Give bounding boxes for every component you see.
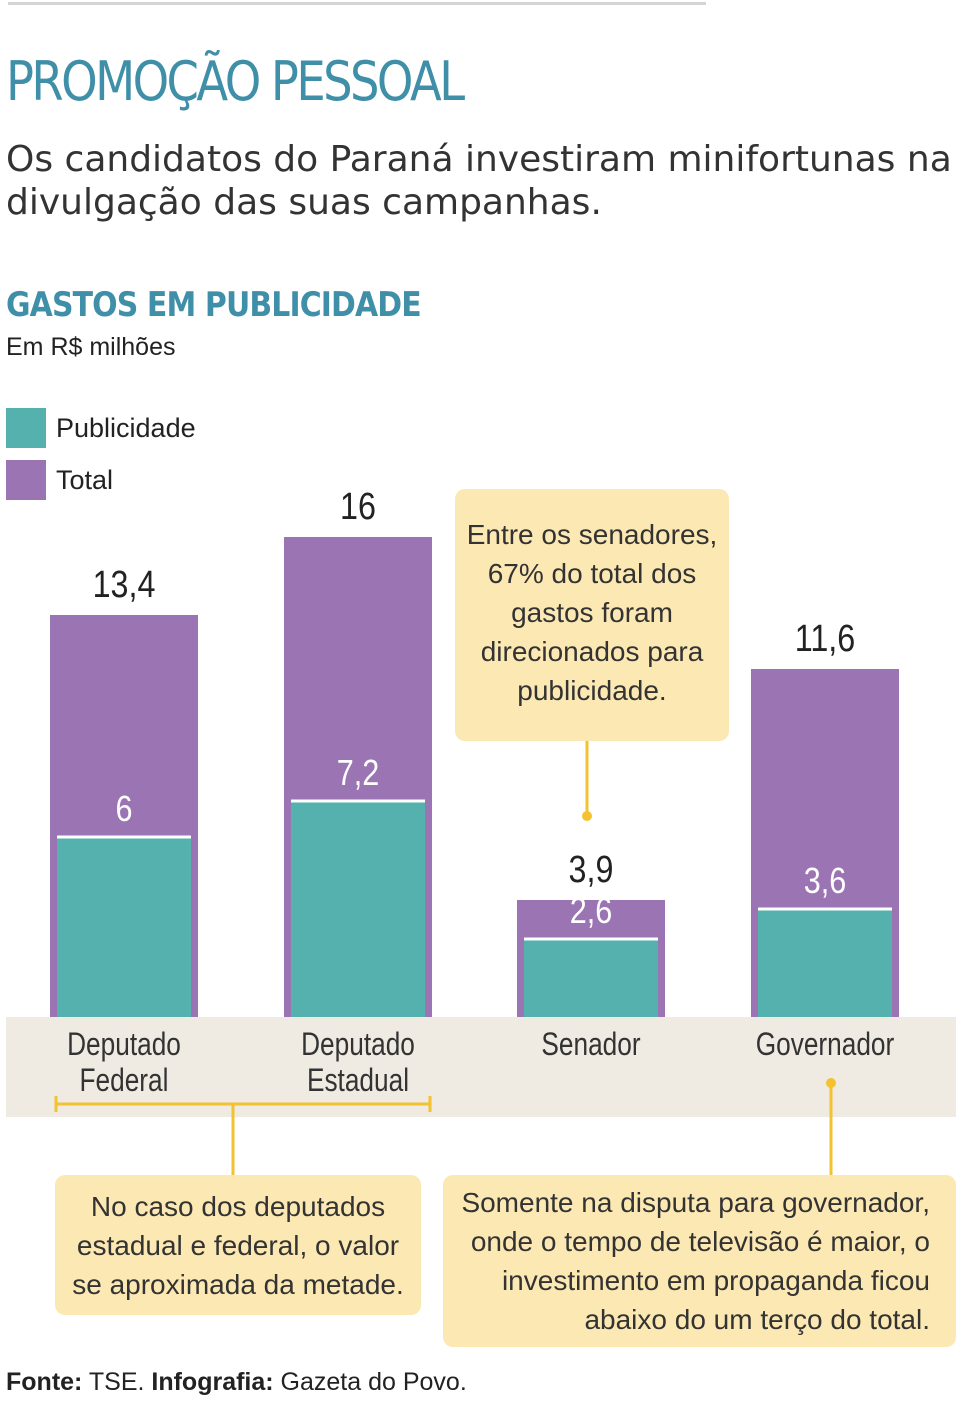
legend-label-publicidade: Publicidade: [56, 412, 196, 443]
data-label-publicidade-3: 3,6: [804, 862, 847, 902]
source-value: TSE.: [82, 1368, 152, 1396]
bar-publicidade-0: [57, 837, 191, 1017]
legend-label-total: Total: [56, 464, 114, 495]
category-label-1-1: Estadual: [307, 1064, 409, 1099]
data-label-publicidade-0: 6: [115, 790, 132, 830]
infografia-label: Infografia:: [151, 1368, 274, 1396]
infografia-value: Gazeta do Povo.: [273, 1368, 467, 1396]
data-label-total-3: 11,6: [795, 618, 855, 660]
legend-swatch-publicidade: [6, 408, 46, 448]
connector-dot-governador: [826, 1078, 836, 1088]
callout-governador: Somente na disputa para governador, onde…: [443, 1175, 956, 1347]
callout-senador: Entre os senadores, 67% do total dos gas…: [455, 489, 729, 741]
bar-publicidade-3: [758, 909, 892, 1017]
connector-dot-senador: [582, 811, 592, 821]
chart-title: GASTOS EM PUBLICIDADE: [6, 285, 422, 325]
bar-publicidade-2: [524, 939, 658, 1017]
headline: PROMOÇÃO PESSOAL: [6, 50, 465, 113]
category-label-0-1: Federal: [80, 1064, 169, 1099]
source-label: Fonte:: [6, 1368, 83, 1396]
data-label-total-1: 16: [340, 486, 376, 528]
data-label-total-0: 13,4: [93, 564, 156, 606]
data-label-publicidade-1: 7,2: [337, 754, 380, 794]
legend-item-total: Total: [6, 460, 113, 500]
category-label-1-0: Deputado: [301, 1028, 415, 1063]
subhead: Os candidatos do Paraná investiram minif…: [6, 139, 952, 223]
category-label-3-0: Governador: [756, 1028, 895, 1063]
chart-unit: Em R$ milhões: [6, 333, 176, 361]
data-label-publicidade-2: 2,6: [570, 892, 613, 932]
category-band: [6, 1017, 956, 1117]
bar-publicidade-1: [291, 801, 425, 1017]
category-label-0-0: Deputado: [67, 1028, 181, 1063]
category-label-2-0: Senador: [541, 1028, 640, 1063]
source-credit: Fonte: TSE. Infografia: Gazeta do Povo.: [6, 1368, 467, 1397]
data-label-total-2: 3,9: [569, 849, 614, 891]
legend-swatch-total: [6, 460, 46, 500]
callout-deputados: No caso dos deputados estadual e federal…: [55, 1175, 421, 1315]
top-rule: [8, 2, 706, 5]
legend-item-publicidade: Publicidade: [6, 408, 196, 448]
